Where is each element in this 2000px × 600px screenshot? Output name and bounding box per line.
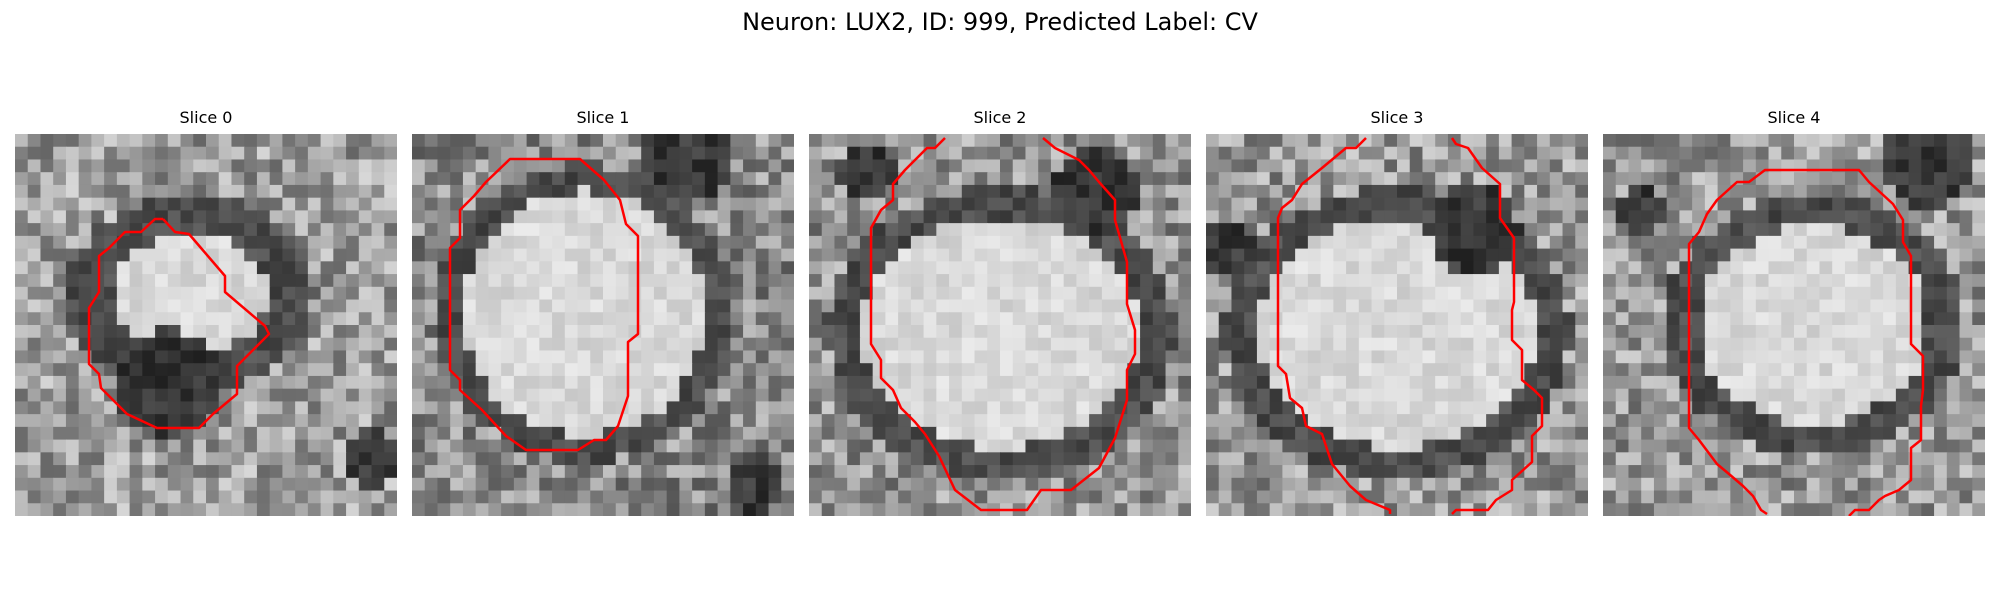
slice-image-canvas — [1603, 134, 1985, 516]
slice-panel: Slice 2 — [809, 108, 1191, 516]
grayscale-pixels — [1603, 134, 1985, 516]
slice-image-canvas — [809, 134, 1191, 516]
slice-image-canvas — [1206, 134, 1588, 516]
slice-title: Slice 1 — [576, 108, 630, 127]
neuron-outline — [448, 157, 640, 452]
grayscale-pixels — [15, 134, 397, 516]
neuron-outline — [1450, 137, 1544, 515]
slice-panel: Slice 0 — [15, 108, 397, 516]
slice-image — [15, 134, 397, 516]
slice-image — [1603, 134, 1985, 516]
slice-panel: Slice 1 — [412, 108, 794, 516]
slice-image — [809, 134, 1191, 516]
slice-title: Slice 3 — [1370, 108, 1424, 127]
slice-panel: Slice 3 — [1206, 108, 1588, 516]
slice-title: Slice 2 — [973, 108, 1027, 127]
grayscale-pixels — [809, 134, 1191, 516]
neuron-outline — [1276, 137, 1392, 514]
slice-image — [412, 134, 794, 516]
slice-image-canvas — [412, 134, 794, 516]
slice-image — [1206, 134, 1588, 516]
slice-panel: Slice 4 — [1603, 108, 1985, 516]
grayscale-pixels — [412, 134, 794, 516]
slice-title: Slice 4 — [1767, 108, 1821, 127]
slice-image-canvas — [15, 134, 397, 516]
grayscale-pixels — [1206, 134, 1588, 516]
figure-title: Neuron: LUX2, ID: 999, Predicted Label: … — [742, 8, 1258, 36]
neuron-outline — [87, 217, 271, 430]
slice-title: Slice 0 — [179, 108, 233, 127]
neuron-outline — [869, 137, 1137, 512]
neuron-outline — [1687, 168, 1925, 516]
